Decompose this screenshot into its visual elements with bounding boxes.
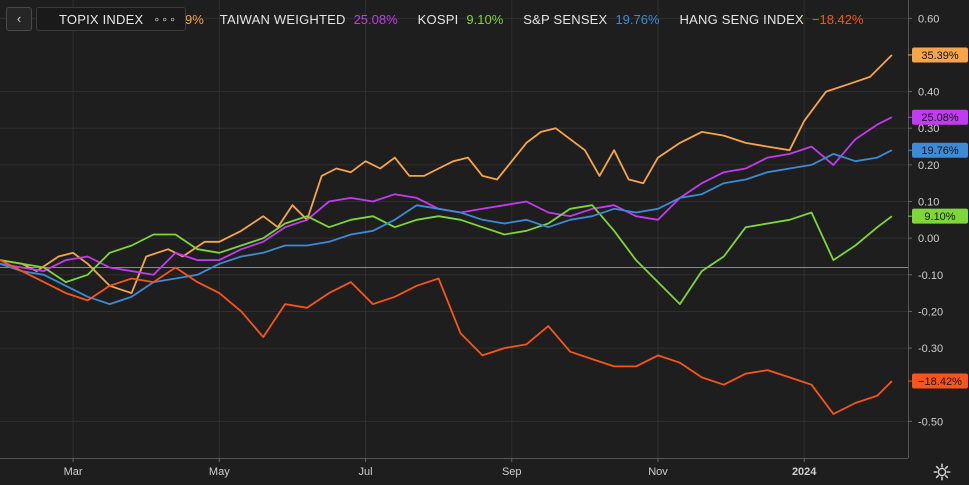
value-badge-label: −18.42% [918, 376, 962, 388]
vertical-gridlines [72, 0, 805, 458]
active-series-value: 9% [185, 11, 204, 27]
x-tick-label: Sep [502, 466, 522, 478]
legend-item-taiwan[interactable]: TAIWAN WEIGHTED 25.08% [220, 12, 398, 27]
series-line [0, 54, 893, 295]
y-tick-label: -0.50 [918, 416, 943, 428]
legend-item-value: 9.10% [466, 11, 504, 27]
legend-item-value: 19.76% [615, 11, 660, 27]
value-badge [912, 47, 968, 63]
value-badge [912, 208, 968, 224]
y-tick-label: 0.00 [918, 233, 939, 245]
chevron-left-icon: ‹ [16, 11, 22, 26]
series-line [0, 259, 893, 415]
back-button[interactable]: ‹ [6, 7, 32, 31]
y-tick-label: 0.10 [918, 197, 939, 209]
legend-item-sensex[interactable]: S&P SENSEX 19.76% [523, 12, 659, 27]
legend-item-value: 25.08% [353, 11, 398, 27]
active-series-name: TOPIX INDEX [59, 11, 144, 27]
value-badge [912, 142, 968, 158]
x-tick-label: May [209, 466, 230, 478]
gear-icon[interactable] [933, 463, 951, 481]
y-tick-label: 0.60 [918, 13, 939, 25]
value-badge-label: 19.76% [921, 145, 959, 157]
series-lines [0, 54, 893, 415]
y-tick-label: -0.30 [918, 343, 943, 355]
x-tick-label: 2024 [792, 466, 817, 478]
value-badge-label: 25.08% [921, 112, 959, 124]
y-tick-label: 0.20 [918, 160, 939, 172]
legend-item-name: TAIWAN WEIGHTED [219, 11, 346, 27]
y-tick-label: 0.40 [918, 87, 939, 99]
y-tick-label: -0.20 [918, 306, 943, 318]
legend-item-value: −18.42% [811, 11, 864, 27]
x-tick-label: Jul [359, 466, 373, 478]
x-tick-label: Mar [64, 466, 83, 478]
y-tick-label: -0.10 [918, 270, 943, 282]
legend-item-name: S&P SENSEX [523, 11, 608, 27]
active-series-chip[interactable]: TOPIX INDEX ∘∘∘ [36, 7, 186, 31]
value-badge [912, 373, 968, 389]
more-dots-icon[interactable]: ∘∘∘ [153, 13, 177, 26]
series-line [0, 116, 893, 276]
series-line [0, 149, 893, 306]
last-value-badges: 35.39% 25.08% 9.10% 19.76% −18.42% [908, 47, 968, 389]
legend-item-kospi[interactable]: KOSPI 9.10% [418, 12, 504, 27]
legend-item-hang-seng[interactable]: HANG SENG INDEX −18.42% [680, 12, 864, 27]
legend-item-name: HANG SENG INDEX [679, 11, 804, 27]
value-badge-label: 9.10% [924, 211, 955, 223]
value-badge-label: 35.39% [921, 50, 959, 62]
y-axis-ticks: 0.60 0.40 0.30 0.20 0.10 0.00 -0.10 -0.20 -0.30 -… [908, 13, 943, 428]
legend-item-name: KOSPI [417, 11, 459, 27]
axis-frame [0, 0, 909, 459]
legend-bar: ‹ TOPIX INDEX ∘∘∘ 9% TAIWAN WEIGHTED 25.… [6, 6, 884, 32]
horizontal-gridlines [0, 17, 908, 422]
x-tick-label: Nov [648, 466, 668, 478]
x-axis-ticks: Mar May Jul Sep Nov 2024 [64, 458, 817, 478]
series-line [0, 204, 893, 306]
value-badge [912, 109, 968, 125]
y-tick-label: 0.30 [918, 123, 939, 135]
